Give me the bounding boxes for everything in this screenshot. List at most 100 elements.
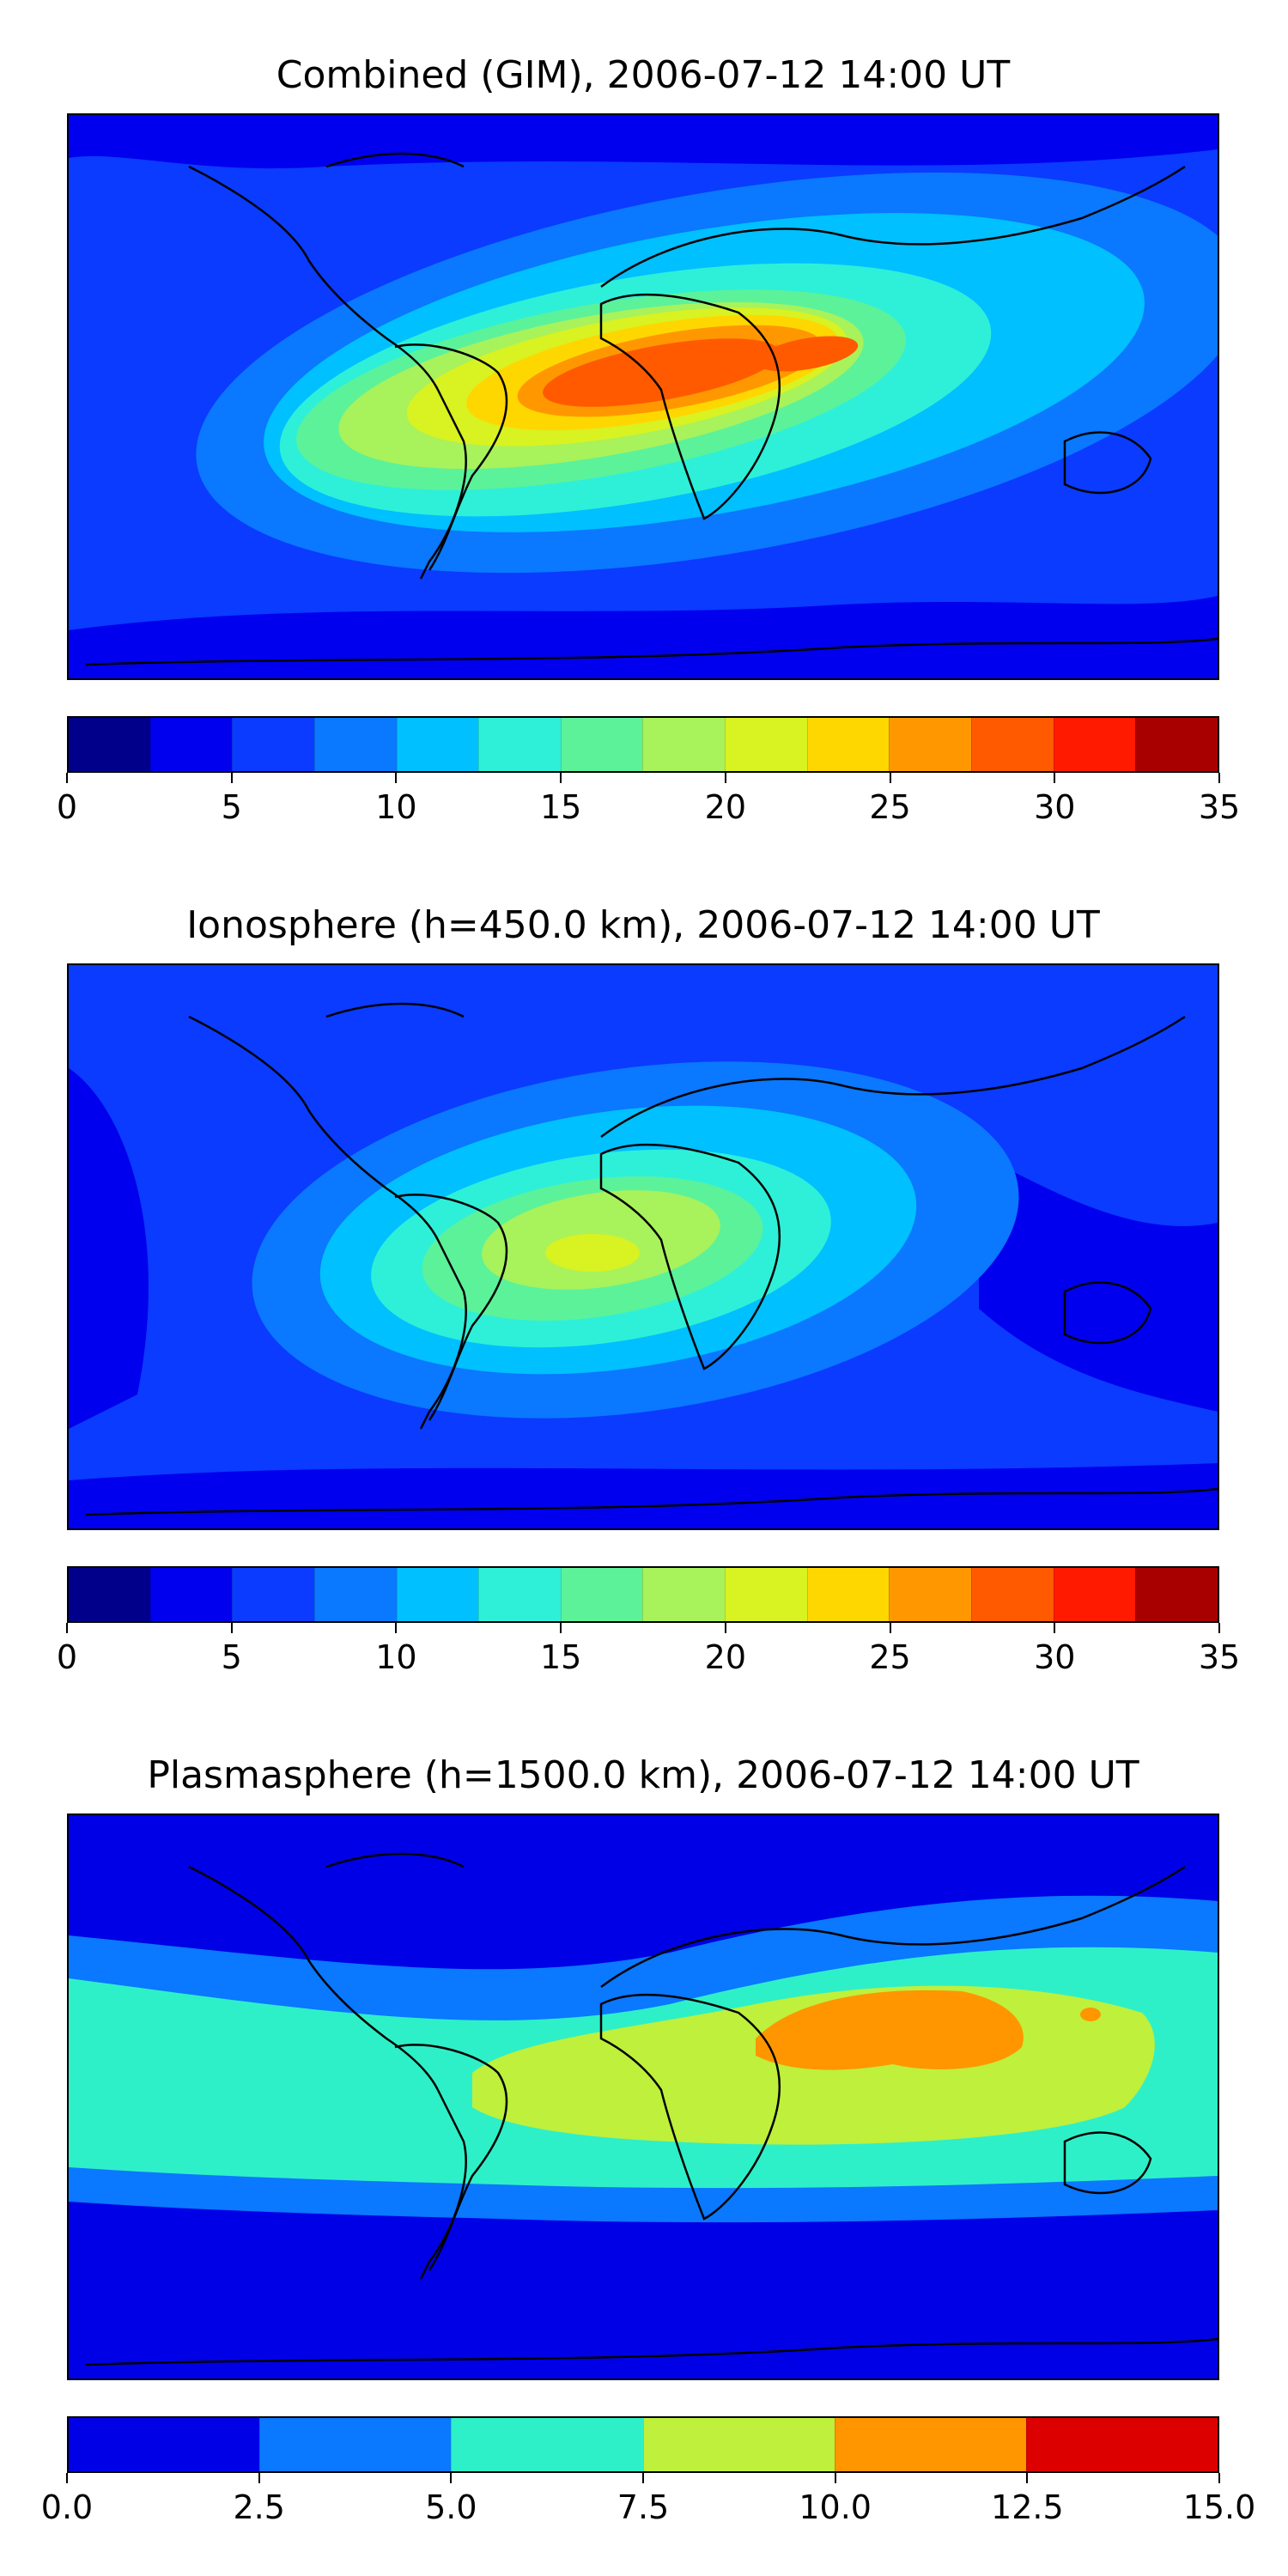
tick-mark (1218, 1623, 1220, 1633)
colorbar-segment (560, 1568, 643, 1621)
contour-10-east (1080, 2008, 1101, 2021)
tick-label: 15 (539, 1638, 582, 1676)
colorbar-segment (889, 1568, 972, 1621)
contour-10 (756, 1990, 1024, 2070)
colorbar-segment (149, 1568, 233, 1621)
panel-3-colorbar-ticks: 0.0 2.5 5.0 7.5 10.0 12.5 15.0 (41, 2473, 1255, 2526)
plasmasphere-map (67, 1814, 1219, 2380)
tick-mark (834, 2473, 836, 2483)
tick-mark (450, 2473, 453, 2483)
colorbar-segment (725, 718, 807, 771)
tick-label: 2.5 (233, 2488, 285, 2526)
panel-1-colorbar (67, 716, 1219, 773)
panel-2-title: Ionosphere (h=450.0 km), 2006-07-12 14:0… (186, 903, 1100, 947)
panel-2-colorbar (67, 1566, 1219, 1623)
tick-mark (560, 1623, 562, 1633)
coastlines (85, 1852, 1218, 2366)
tick-label: 35 (1198, 788, 1241, 826)
tick-label: 15 (539, 788, 582, 826)
contour-22-5 (545, 1234, 640, 1272)
tick-label: 5.0 (425, 2488, 477, 2526)
colorbar-segment (451, 2418, 643, 2471)
colorbar-segment (642, 1568, 726, 1621)
contour-west-low (69, 1068, 149, 1429)
colorbar-segment (478, 718, 561, 771)
ionosphere-map (67, 963, 1219, 1530)
colorbar-segment (806, 1568, 890, 1621)
contour-south-low (69, 596, 1218, 678)
tick-mark (1218, 773, 1220, 783)
tick-mark (889, 1623, 891, 1633)
tick-mark (258, 2473, 260, 2483)
tick-label: 25 (869, 788, 911, 826)
colorbar-segment (69, 718, 150, 771)
colorbar-segment (232, 718, 314, 771)
colorbar-segment (1053, 1568, 1136, 1621)
colorbar-segment (725, 1568, 807, 1621)
tick-label: 35 (1198, 1638, 1241, 1676)
contour-north-low (69, 115, 1218, 169)
tick-label: 20 (704, 1638, 747, 1676)
tick-mark (1054, 773, 1056, 783)
tick-label: 7.5 (617, 2488, 670, 2526)
panel-1-colorbar-ticks: 0 5 10 15 20 25 30 35 (57, 773, 1240, 826)
tick-mark (395, 773, 398, 783)
colorbar-segment (396, 1568, 479, 1621)
tick-label: 5 (221, 1638, 242, 1676)
coastlines (85, 1002, 1218, 1516)
panel-2-colorbar-ticks: 0 5 10 15 20 25 30 35 (57, 1623, 1240, 1676)
tick-mark (230, 1623, 233, 1633)
tick-mark (395, 1623, 398, 1633)
contour-30-east (756, 336, 859, 372)
colorbar-segment (560, 718, 643, 771)
tick-label: 0 (56, 1638, 78, 1676)
tick-mark (66, 1623, 68, 1633)
tick-mark (889, 773, 891, 783)
tick-mark (1026, 2473, 1029, 2483)
tick-label: 0 (56, 788, 78, 826)
tick-label: 12.5 (991, 2488, 1064, 2526)
colorbar-segment (69, 1568, 150, 1621)
tick-label: 25 (869, 1638, 911, 1676)
tick-mark (560, 773, 562, 783)
colorbar-segment (971, 1568, 1054, 1621)
colorbar-segment (149, 718, 233, 771)
colorbar-segment (232, 1568, 314, 1621)
panel-1-title: Combined (GIM), 2006-07-12 14:00 UT (276, 53, 1011, 97)
tick-mark (724, 1623, 726, 1633)
colorbar-segment (642, 718, 726, 771)
tick-label: 15.0 (1182, 2488, 1256, 2526)
tick-mark (1054, 1623, 1056, 1633)
colorbar-segment (478, 1568, 561, 1621)
tick-mark (66, 2473, 68, 2483)
tick-label: 30 (1034, 1638, 1076, 1676)
tick-mark (66, 773, 68, 783)
tick-mark (724, 773, 726, 783)
colorbar-segment (1053, 718, 1136, 771)
colorbar-segment (313, 718, 397, 771)
tick-mark (1218, 2473, 1220, 2483)
panel-3-title: Plasmasphere (h=1500.0 km), 2006-07-12 1… (147, 1753, 1139, 1797)
colorbar-segment (642, 2418, 835, 2471)
colorbar-segment (806, 718, 890, 771)
colorbar-segment (313, 1568, 397, 1621)
tick-label: 0.0 (40, 2488, 94, 2526)
panel-3-colorbar (67, 2416, 1219, 2473)
contour-south-low (69, 1463, 1218, 1528)
coastlines (85, 152, 1218, 666)
contour-30 (543, 338, 780, 407)
tick-label: 30 (1034, 788, 1076, 826)
tick-mark (642, 2473, 644, 2483)
colorbar-segment (259, 2418, 452, 2471)
tick-label: 5 (221, 788, 242, 826)
tick-label: 10 (375, 1638, 417, 1676)
combined-gim-map (67, 113, 1219, 680)
colorbar-segment (1025, 2418, 1218, 2471)
tick-label: 20 (704, 788, 747, 826)
tick-label: 10.0 (799, 2488, 872, 2526)
colorbar-segment (889, 718, 972, 771)
colorbar-segment (1135, 1568, 1218, 1621)
tick-label: 10 (375, 788, 417, 826)
tick-mark (230, 773, 233, 783)
colorbar-segment (971, 718, 1054, 771)
